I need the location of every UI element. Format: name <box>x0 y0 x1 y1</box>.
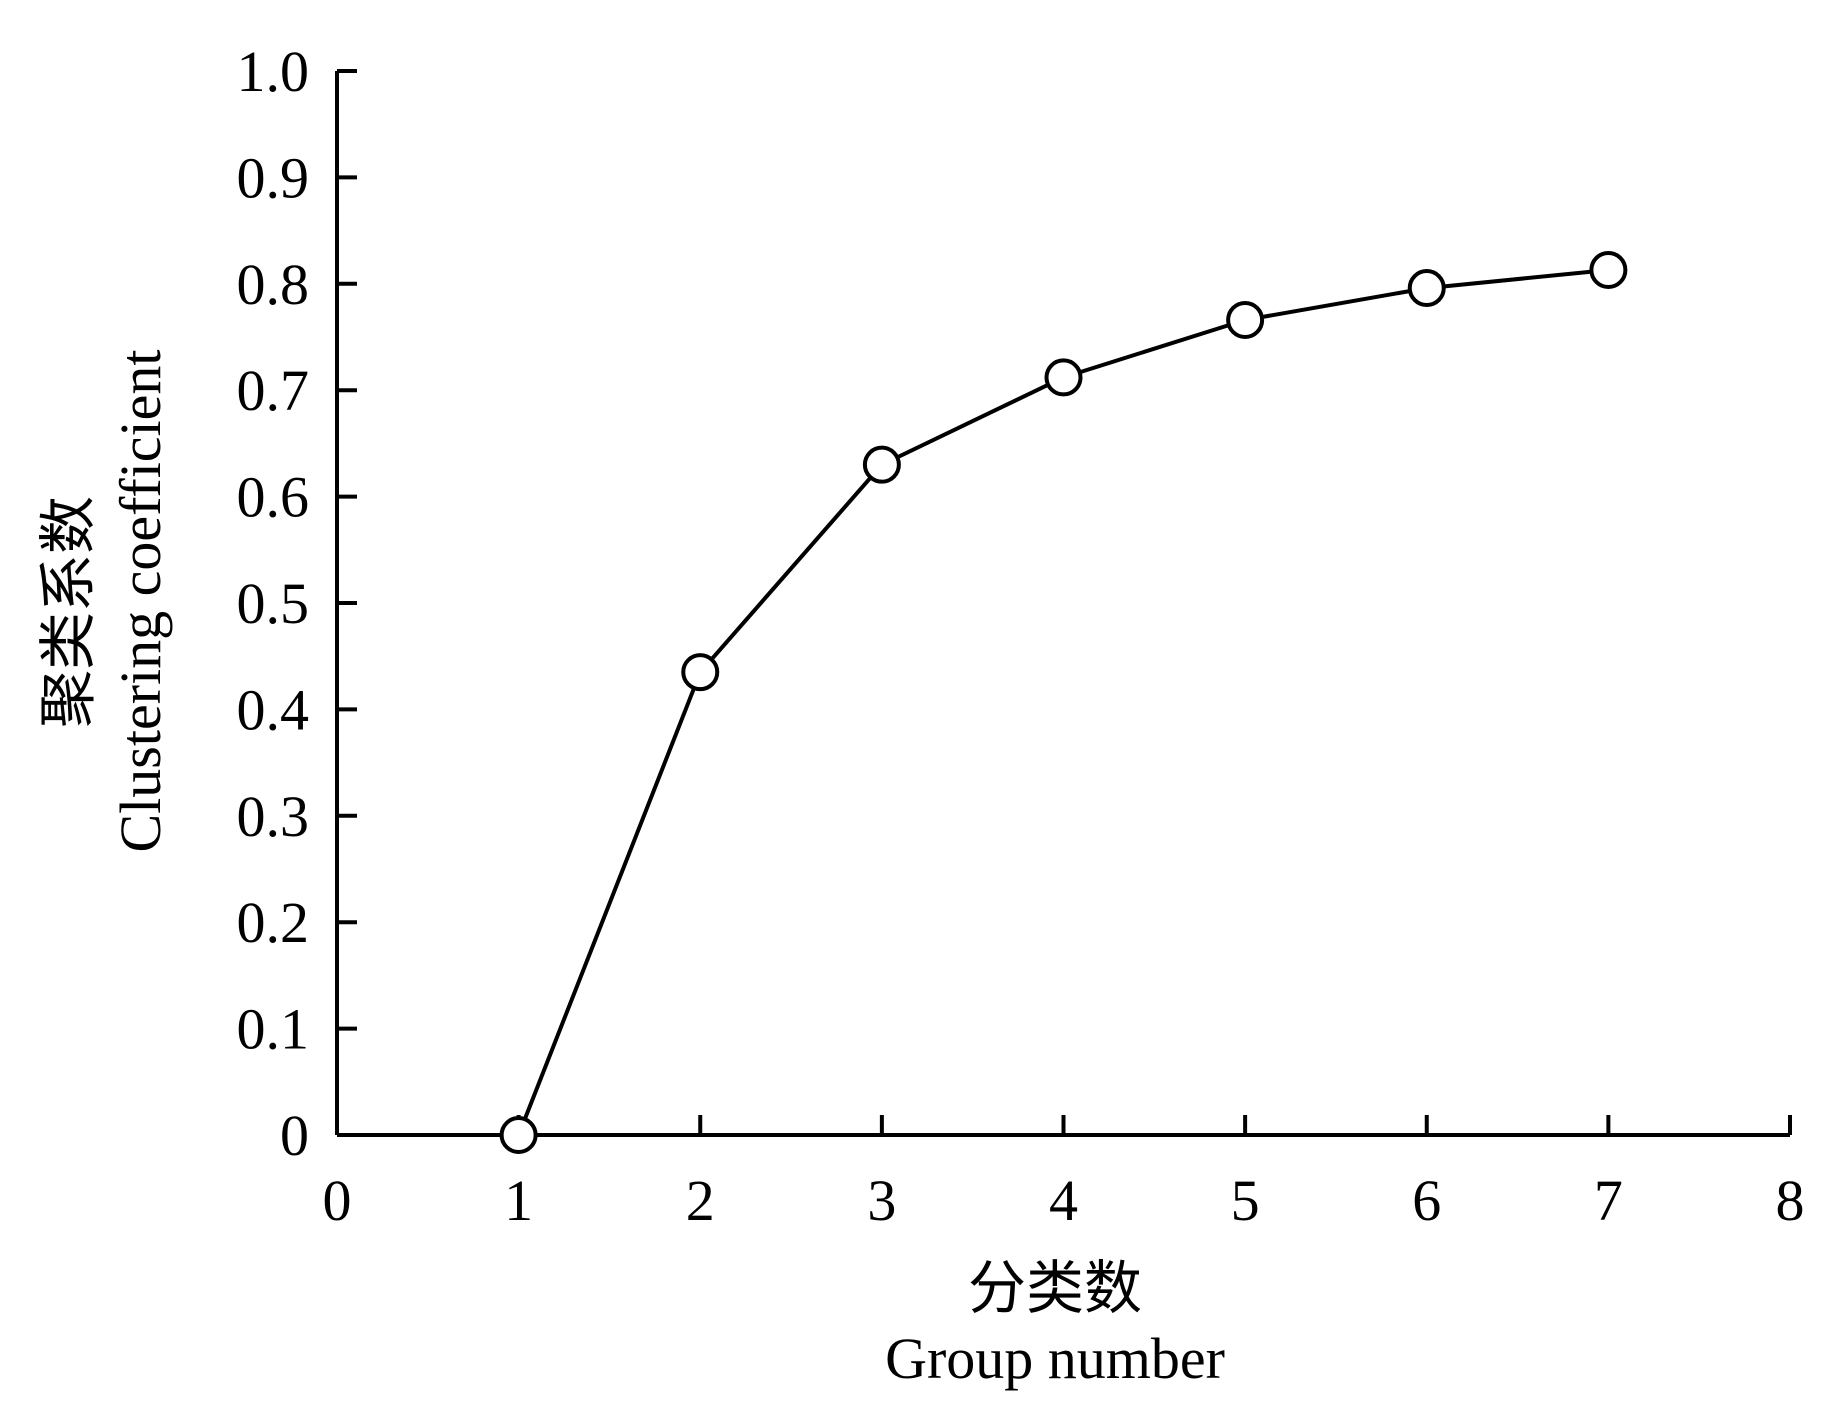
x-tick-label: 8 <box>1776 1168 1805 1233</box>
y-axis-title-zh: 聚类系数 <box>36 496 101 728</box>
data-point <box>862 445 901 484</box>
x-axis-title-en: Group number <box>885 1326 1225 1391</box>
series-line <box>516 268 1609 1136</box>
x-tick-label: 7 <box>1594 1168 1623 1233</box>
data-point <box>681 653 720 692</box>
y-axis-ticks: 0 0.1 0.2 0.3 0.4 0.5 0.6 0.7 0.8 0.9 1.0 <box>237 39 357 1168</box>
x-tick-label: 4 <box>1049 1168 1078 1233</box>
y-tick-label: 0.4 <box>237 677 310 742</box>
y-axis-title: 聚类系数 Clustering coefficient <box>36 349 173 852</box>
y-tick-label: 0.5 <box>237 571 310 636</box>
y-tick-label: 0.9 <box>237 145 310 210</box>
data-point <box>1589 250 1628 289</box>
x-tick-label: 3 <box>867 1168 896 1233</box>
data-point <box>1226 300 1265 339</box>
data-point <box>1407 269 1446 308</box>
x-tick-label: 2 <box>686 1168 715 1233</box>
y-tick-label: 0.7 <box>237 358 310 423</box>
y-tick-label: 0.3 <box>237 784 310 849</box>
chart-axes <box>335 71 1790 1137</box>
series-group <box>499 250 1628 1154</box>
y-tick-label: 0.2 <box>237 890 310 955</box>
y-tick-label: 1.0 <box>237 39 310 104</box>
y-tick-label: 0.6 <box>237 465 310 530</box>
x-axis-ticks: 0 1 2 3 4 5 6 7 8 <box>323 1115 1805 1233</box>
y-tick-label: 0.1 <box>237 997 310 1062</box>
y-axis-title-en: Clustering coefficient <box>108 349 173 852</box>
data-point <box>499 1116 538 1154</box>
x-tick-label: 5 <box>1231 1168 1260 1233</box>
x-axis-title-zh: 分类数 <box>968 1256 1142 1321</box>
x-tick-label: 1 <box>504 1168 533 1233</box>
data-point <box>1044 358 1083 397</box>
x-tick-label: 0 <box>323 1168 352 1233</box>
y-tick-label: 0.8 <box>237 252 310 317</box>
y-tick-label: 0 <box>280 1103 309 1168</box>
x-tick-label: 6 <box>1412 1168 1441 1233</box>
x-axis-title: 分类数 Group number <box>885 1256 1225 1391</box>
